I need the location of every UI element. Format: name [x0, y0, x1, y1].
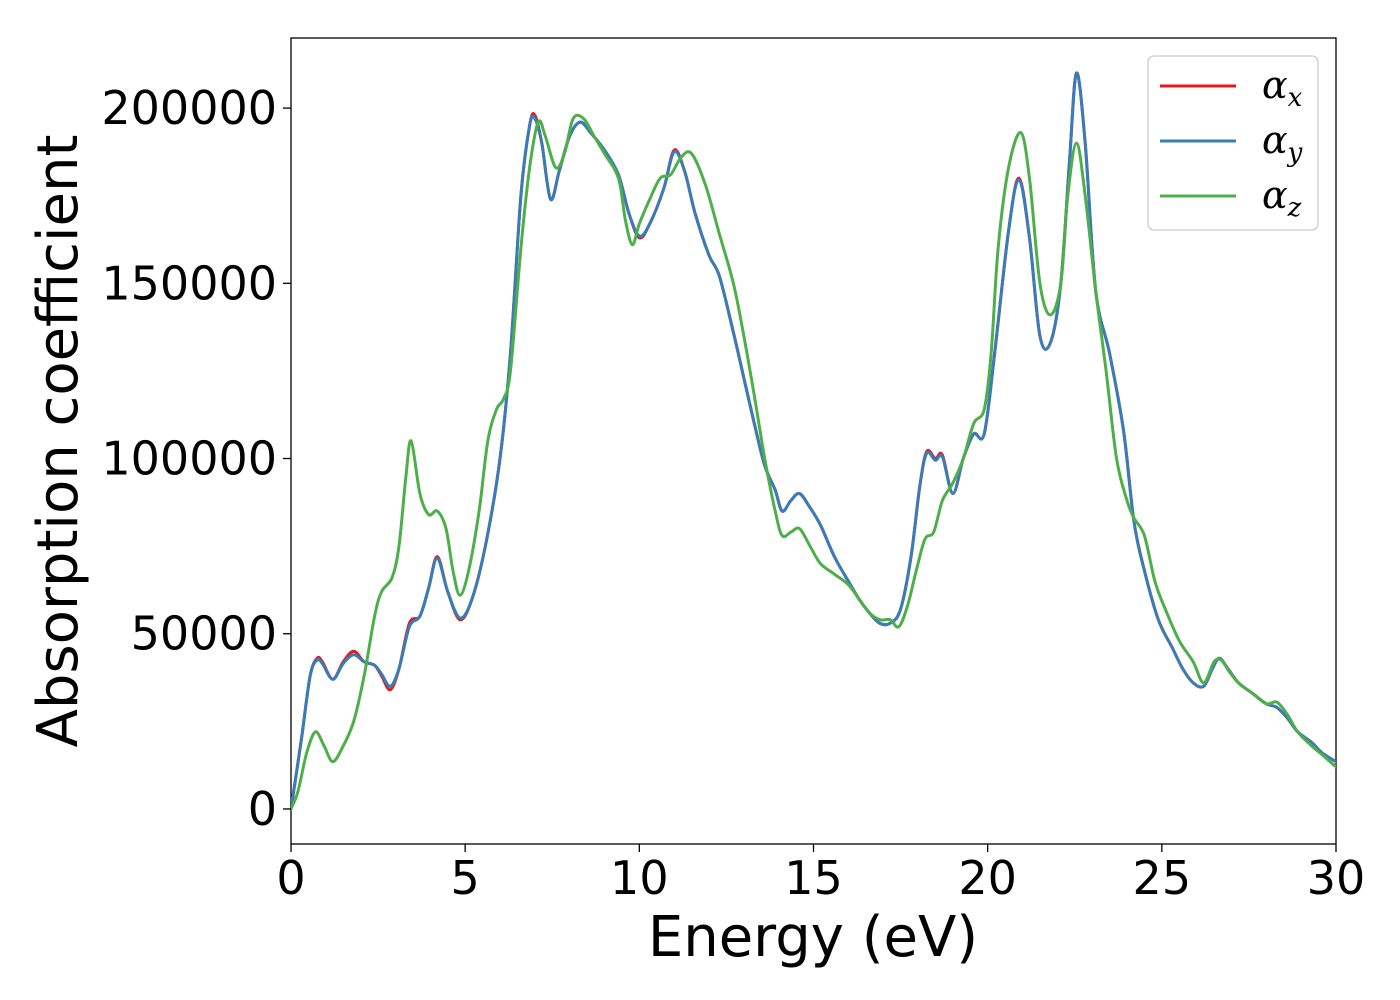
y-tick-label: 0: [248, 782, 277, 836]
x-tick-label: 5: [451, 851, 480, 905]
x-tick-label: 0: [276, 851, 305, 905]
x-tick-label: 15: [784, 851, 843, 905]
series-layer: [291, 71, 1336, 811]
x-tick-label: 25: [1133, 851, 1192, 905]
legend-label-alpha-y: αy: [1262, 118, 1303, 168]
y-tick-label: 150000: [101, 256, 277, 310]
x-axis-title: Energy (eV): [648, 905, 978, 970]
x-tick-label: 30: [1307, 851, 1366, 905]
y-tick-label: 50000: [131, 607, 277, 661]
y-tick-label: 200000: [101, 81, 277, 135]
legend-label-alpha-x: αx: [1262, 63, 1303, 113]
series-line-alpha-z: [291, 113, 1336, 811]
y-axis-ticks: 0 50000 100000 150000 200000: [101, 81, 291, 836]
x-axis-ticks: 0 5 10 15 20 25 30: [276, 844, 1365, 905]
x-tick-label: 10: [610, 851, 669, 905]
series-line-alpha-y: [291, 71, 1336, 811]
legend-box: [1147, 55, 1319, 231]
x-tick-label: 20: [958, 851, 1017, 905]
y-axis-title: Absorption coefficient: [26, 135, 91, 748]
y-tick-label: 100000: [101, 432, 277, 486]
